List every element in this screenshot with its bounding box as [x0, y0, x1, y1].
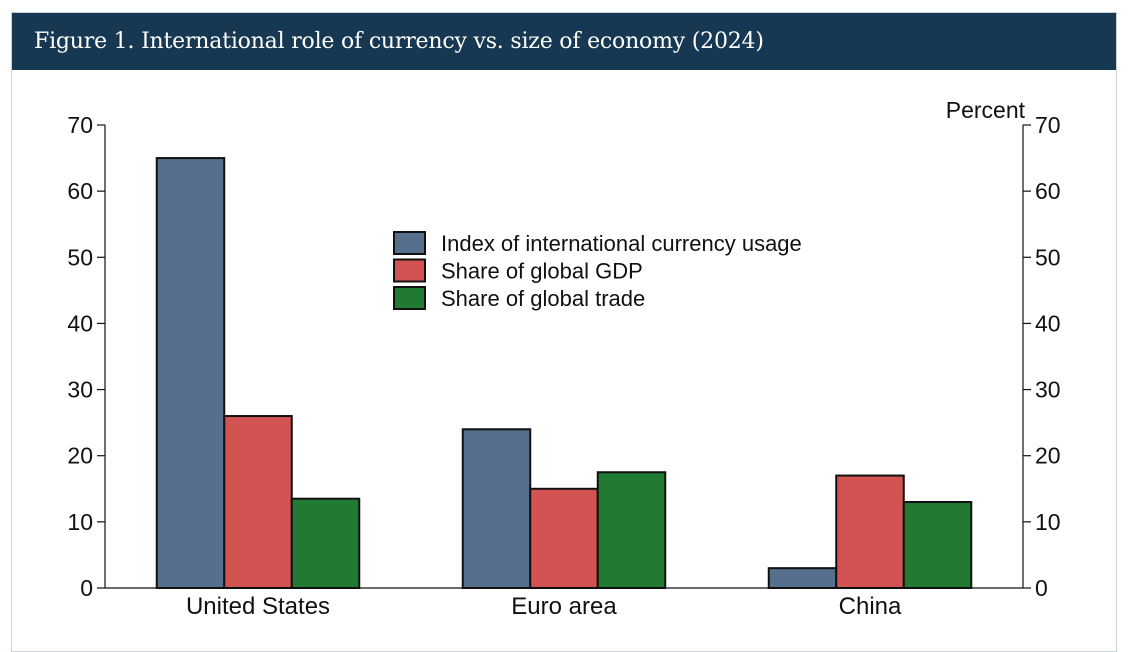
- y-tick-label-left: 70: [67, 112, 93, 138]
- legend-swatch: [393, 231, 426, 255]
- bar: [529, 487, 599, 589]
- legend-swatch: [393, 286, 426, 310]
- y-tick-label-left: 20: [67, 443, 93, 469]
- bar: [835, 474, 905, 589]
- y-tick-label-right: 40: [1035, 310, 1061, 336]
- bar: [223, 415, 293, 589]
- y-tick-label-left: 60: [67, 178, 93, 204]
- y-tick-label-left: 50: [67, 244, 93, 270]
- y-axis-unit-label: Percent: [946, 97, 1026, 123]
- y-tick-label-right: 0: [1035, 575, 1048, 601]
- legend-label: Share of global GDP: [441, 259, 643, 284]
- x-tick-label: Euro area: [511, 593, 617, 620]
- y-tick-label-right: 70: [1035, 112, 1061, 138]
- bar: [596, 471, 667, 589]
- y-tick-label-left: 10: [67, 509, 93, 535]
- y-tick-label-left: 40: [67, 310, 93, 336]
- y-tick-label-left: 0: [80, 575, 93, 601]
- bar: [767, 567, 838, 590]
- bar: [155, 157, 226, 589]
- y-tick-label-right: 60: [1035, 178, 1061, 204]
- legend-label: Index of international currency usage: [441, 231, 802, 256]
- legend-label: Share of global trade: [441, 286, 645, 311]
- y-tick-label-left: 30: [67, 377, 93, 403]
- bar-chart: 0 0 10 10 20 20 30 30 40 40 50 50 60 60 70 70 Percent Uni…: [67, 97, 1061, 620]
- bar: [902, 501, 973, 589]
- figure-title: Figure 1. International role of currency…: [12, 13, 1116, 70]
- y-tick-label-right: 10: [1035, 509, 1061, 535]
- y-tick-label-right: 20: [1035, 443, 1061, 469]
- bar: [290, 497, 361, 590]
- y-tick-label-right: 30: [1035, 377, 1061, 403]
- bar: [461, 428, 532, 589]
- legend-swatch: [393, 258, 426, 283]
- y-tick-label-right: 50: [1035, 244, 1061, 270]
- x-tick-label: United States: [186, 593, 330, 620]
- x-tick-label: China: [839, 593, 902, 620]
